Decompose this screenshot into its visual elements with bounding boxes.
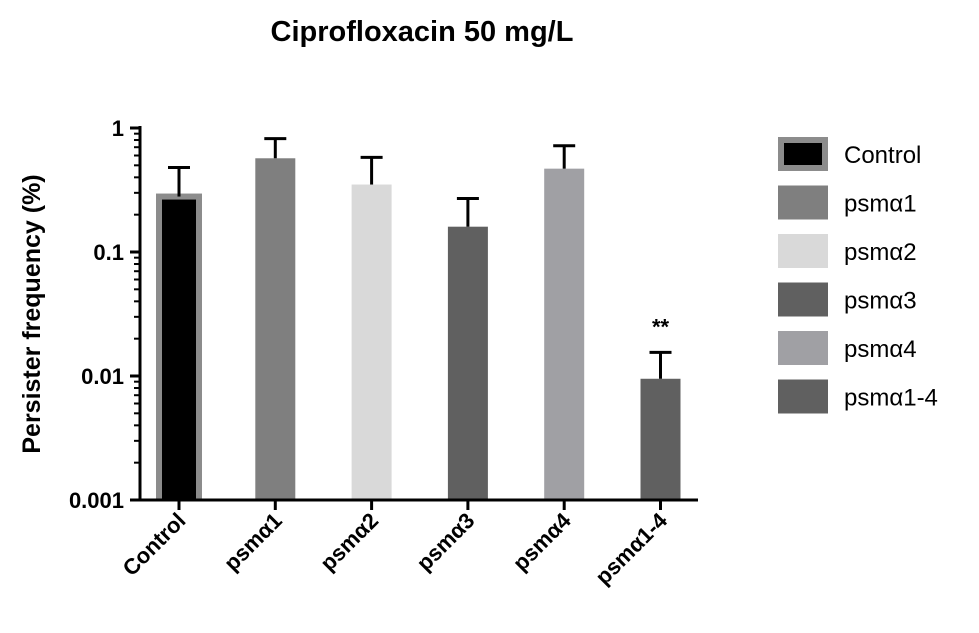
y-axis-label: Persister frequency (%): [18, 174, 46, 453]
x-tick-label-0: Control: [118, 508, 191, 581]
error-bars-group: [168, 137, 672, 379]
bar-1: [255, 158, 296, 500]
legend: Control psmα1 psmα2 psmα3 psmα4 psmα1-4: [778, 137, 938, 414]
legend-swatch-3: [778, 282, 828, 317]
bar-5: [640, 378, 681, 500]
bar-2: [351, 184, 392, 500]
legend-swatch-2: [778, 234, 828, 268]
legend-swatch-0: [784, 143, 822, 165]
legend-label-2: psmα2: [844, 239, 917, 266]
x-tick-label-3: psmα3: [412, 508, 480, 576]
chart-title: Ciprofloxacin 50 mg/L: [271, 16, 574, 48]
legend-swatch-1: [778, 185, 828, 220]
x-tick-label-4: psmα4: [508, 507, 576, 575]
legend-label-4: psmα4: [844, 336, 917, 363]
y-tick-label-2: 0.1: [93, 240, 124, 265]
axes-group: [138, 126, 698, 502]
significance-annotation-0: **: [652, 314, 670, 339]
legend-label-5: psmα1-4: [844, 385, 938, 412]
x-tick-label-1: psmα1: [219, 508, 287, 576]
y-ticks-group: 0.001 0.01 0.1 1: [69, 116, 140, 513]
legend-label-1: psmα1: [844, 191, 917, 218]
legend-label-0: Control: [844, 142, 921, 169]
x-tick-label-5: psmα1-4: [590, 507, 672, 589]
bar-4: [544, 168, 585, 501]
y-tick-label-1: 0.01: [81, 364, 124, 389]
annotations-group: **: [652, 314, 670, 339]
x-ticks-group: Control psmα1 psmα2 psmα3 psmα4 psmα1-4: [118, 500, 673, 590]
y-tick-label-3: 1: [112, 116, 124, 141]
bar-3: [447, 226, 488, 500]
y-tick-label-0: 0.001: [69, 488, 124, 513]
bar-0: [162, 199, 196, 500]
legend-swatch-5: [778, 379, 828, 414]
legend-label-3: psmα3: [844, 288, 917, 315]
x-tick-label-2: psmα2: [315, 508, 383, 576]
legend-swatch-4: [778, 331, 828, 365]
bars-group: [156, 158, 681, 501]
